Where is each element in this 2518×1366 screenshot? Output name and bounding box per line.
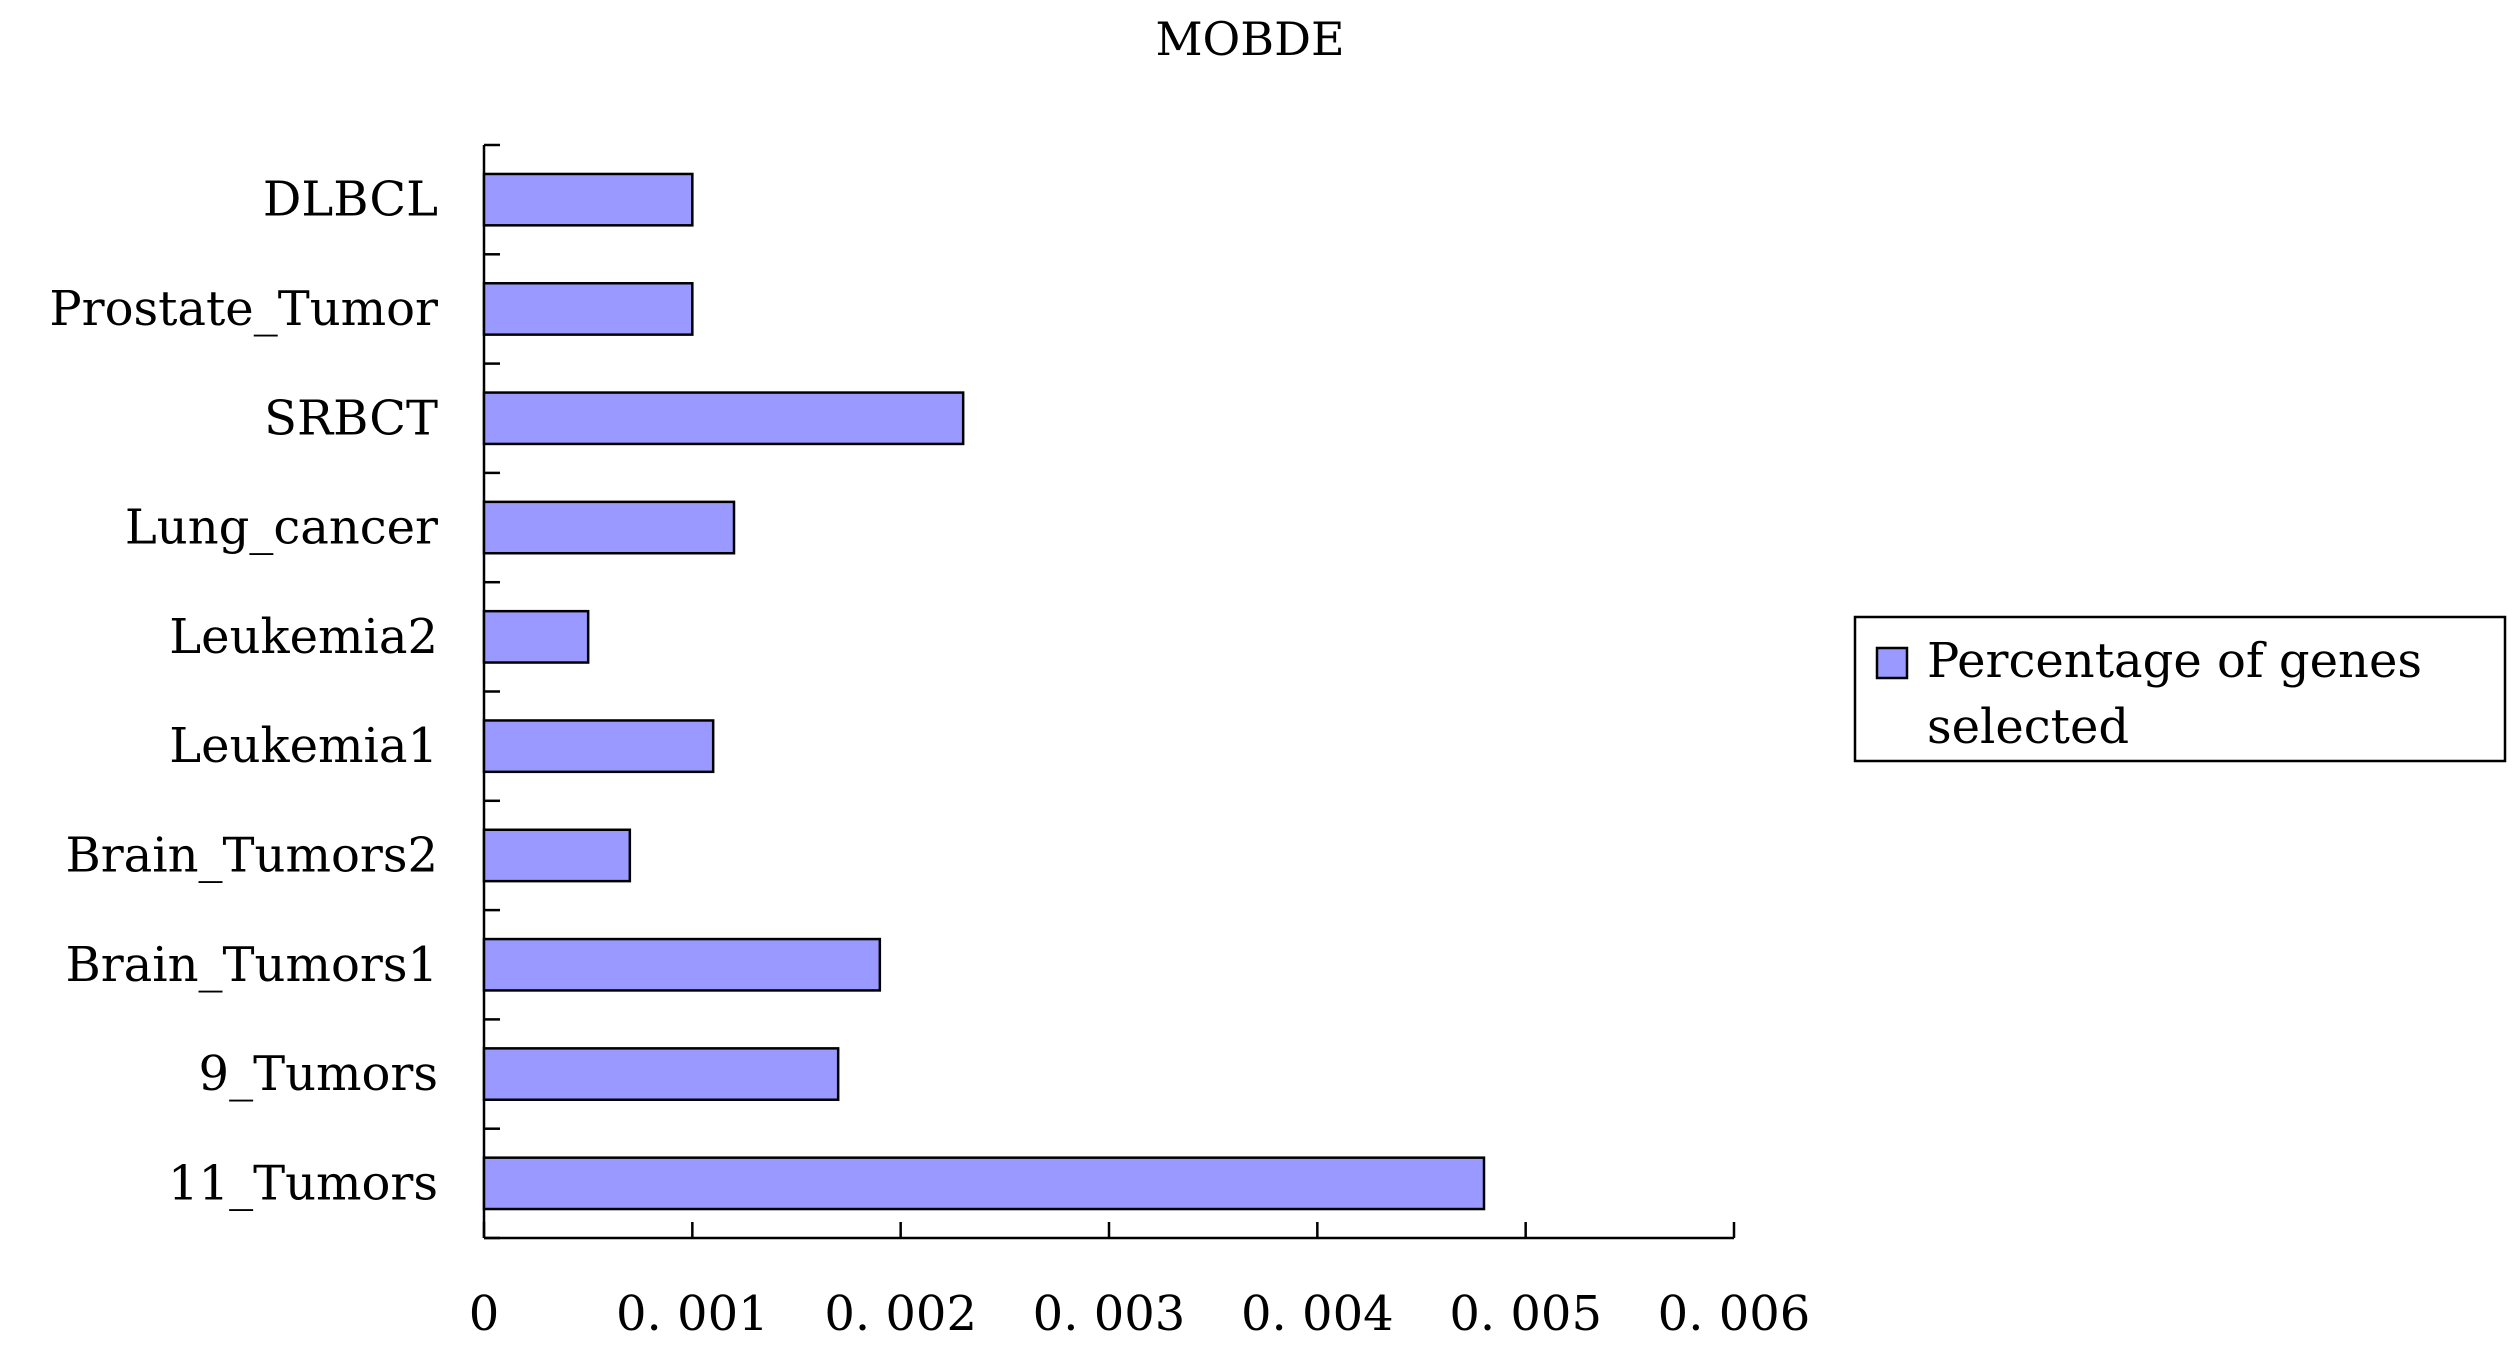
bar	[482, 719, 715, 774]
bar	[482, 1047, 840, 1101]
legend-label: Percentage of genes	[1927, 633, 2422, 689]
bar	[482, 282, 694, 336]
legend-label: selected	[1927, 699, 2129, 755]
x-tick-label: 0	[469, 1286, 500, 1342]
x-tick-label: 0. 004	[1241, 1286, 1394, 1342]
y-category-label: Brain_Tumors1	[65, 937, 438, 993]
y-category-label: Prostate_Tumor	[49, 281, 438, 337]
y-category-label: DLBCL	[263, 172, 438, 228]
x-tick-label: 0. 003	[1033, 1286, 1186, 1342]
bar	[482, 828, 632, 883]
x-tick-label: 0. 005	[1449, 1286, 1602, 1342]
bar	[482, 609, 590, 664]
y-category-label: 11_Tumors	[168, 1155, 438, 1211]
y-category-label: Brain_Tumors2	[65, 827, 438, 883]
y-category-label: Leukemia2	[169, 609, 438, 665]
x-tick-label: 0. 002	[824, 1286, 977, 1342]
bar	[482, 391, 965, 446]
legend: Percentage of genes selected	[1853, 615, 2507, 763]
x-tick-label: 0. 006	[1658, 1286, 1811, 1342]
y-category-label: Leukemia1	[169, 718, 438, 774]
bar	[482, 172, 694, 227]
y-category-label: SRBCT	[264, 390, 438, 446]
bar	[482, 937, 882, 992]
plot-area: 0 0. 001 0. 002 0. 003 0. 004 0. 005 0. 006 11_…	[49, 143, 1811, 1342]
bar	[482, 1156, 1486, 1211]
legend-box	[1853, 615, 2507, 763]
bar	[482, 500, 736, 555]
y-category-label: 9_Tumors	[199, 1046, 438, 1102]
y-category-label: Lung_cancer	[125, 500, 438, 556]
legend-swatch	[1875, 646, 1909, 680]
chart-title: MOBDE	[1155, 12, 1344, 66]
x-tick-label: 0. 001	[616, 1286, 769, 1342]
